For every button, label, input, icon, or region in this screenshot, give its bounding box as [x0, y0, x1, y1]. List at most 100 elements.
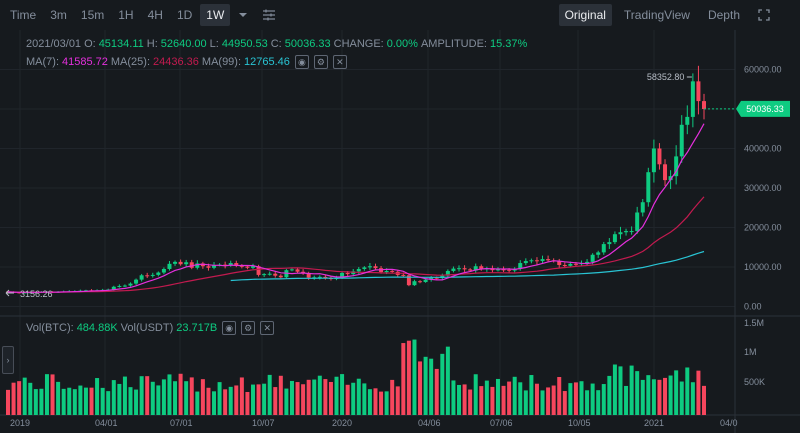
candle-body: [635, 212, 640, 232]
volume-bar: [239, 377, 244, 415]
interval-1d[interactable]: 1D: [176, 8, 193, 22]
vol-settings-icon[interactable]: ⚙: [241, 321, 256, 335]
volume-bar: [423, 356, 428, 415]
volume-bar: [590, 383, 595, 415]
ma99-label: MA(99):: [201, 56, 242, 68]
interval-dropdown-icon[interactable]: [232, 4, 254, 26]
volume-bar: [473, 374, 478, 415]
volume-bar: [601, 384, 606, 415]
vol-usdt-label: Vol(USDT): [120, 322, 174, 334]
volume-bar: [529, 375, 534, 415]
time-tick-label: 10/07: [252, 418, 275, 428]
candle-body: [128, 283, 133, 286]
volume-bar: [685, 367, 690, 415]
volume-bar: [106, 391, 111, 415]
price-tick-label: 60000.00: [744, 65, 782, 75]
volume-bar: [401, 343, 406, 415]
volume-bar: [111, 380, 116, 415]
candle-body: [150, 274, 155, 276]
interval-1h[interactable]: 1H: [118, 8, 134, 22]
candle-body: [501, 269, 506, 271]
candle-body: [518, 263, 523, 269]
open-value: 45134.11: [98, 38, 144, 50]
view-tradingview[interactable]: TradingView: [623, 8, 690, 22]
volume-bar: [234, 385, 239, 415]
price-tick-label: 0.00: [744, 302, 762, 312]
volume-bar: [362, 383, 367, 415]
candle-body: [228, 263, 233, 266]
view-depth[interactable]: Depth: [707, 8, 740, 22]
interval-1w[interactable]: 1W: [200, 4, 231, 26]
vol-btc-label: Vol(BTC):: [26, 322, 74, 334]
volume-bar: [267, 374, 272, 415]
volume-bar: [429, 358, 434, 415]
price-tick-label: 40000.00: [744, 144, 782, 154]
volume-bar: [629, 365, 634, 415]
interval-time[interactable]: Time: [10, 8, 37, 22]
volume-bar: [145, 376, 150, 415]
candle-body: [278, 275, 283, 278]
volume-bar: [284, 388, 289, 415]
volume-bar: [612, 364, 617, 415]
volume-bar: [585, 390, 590, 415]
volume-bar: [212, 391, 217, 415]
candle-body: [206, 266, 211, 268]
ma25-label: MA(25):: [110, 56, 151, 68]
candle-body: [640, 202, 645, 213]
candle-body: [289, 269, 294, 271]
high-label: H:: [146, 38, 158, 50]
volume-bar: [618, 366, 623, 415]
volume-bar: [406, 340, 411, 415]
current-price-tag: [736, 100, 790, 117]
candle-body: [406, 275, 411, 286]
volume-bar: [122, 376, 127, 415]
vol-close-icon[interactable]: ✕: [260, 321, 275, 335]
volume-bar: [624, 385, 629, 415]
view-original[interactable]: Original: [558, 4, 612, 26]
volume-bar: [573, 382, 578, 415]
volume-bar: [11, 382, 16, 415]
candle-body: [262, 274, 267, 276]
candle-body: [507, 269, 512, 271]
candle-body: [546, 259, 551, 261]
time-tick-label: 2019: [10, 418, 30, 428]
volume-bar: [596, 390, 601, 415]
volume-bar: [445, 346, 450, 415]
ma7-value: 41585.72: [62, 56, 108, 68]
ma7-line: [7, 123, 705, 293]
volume-bar: [356, 378, 361, 415]
volume-bar: [245, 391, 250, 415]
panel-expand-button[interactable]: ›: [2, 346, 14, 374]
volume-bar: [173, 381, 178, 415]
fullscreen-icon[interactable]: [752, 4, 776, 26]
candle-body: [674, 156, 679, 177]
interval-3m[interactable]: 3m: [50, 8, 67, 22]
candle-body: [245, 266, 250, 268]
indicator-settings-icon[interactable]: [256, 4, 282, 26]
vol-visibility-icon[interactable]: ◉: [222, 321, 237, 335]
volume-bar: [295, 382, 300, 415]
candle-body: [585, 261, 590, 264]
candle-body: [323, 276, 328, 279]
volume-bar: [161, 379, 166, 415]
candle-body: [562, 265, 567, 267]
time-tick-label: 04/0: [720, 418, 738, 428]
ma-close-icon[interactable]: ✕: [332, 55, 347, 69]
high-marker-label: 58352.80: [647, 72, 685, 82]
volume-bar: [562, 391, 567, 415]
volume-bar: [651, 379, 656, 415]
volume-bar: [640, 379, 645, 415]
interval-15m[interactable]: 15m: [80, 8, 105, 22]
volume-bar: [167, 374, 172, 415]
ma-settings-icon[interactable]: ⚙: [313, 55, 328, 69]
volume-bar: [189, 377, 194, 415]
ma-visibility-icon[interactable]: ◉: [294, 55, 309, 69]
volume-bar: [367, 389, 372, 415]
candle-body: [429, 277, 434, 280]
volume-tick-label: 1M: [744, 347, 757, 357]
interval-4h[interactable]: 4H: [147, 8, 163, 22]
candle-body: [167, 263, 172, 269]
candle-body: [256, 266, 261, 275]
candle-body: [690, 81, 695, 117]
